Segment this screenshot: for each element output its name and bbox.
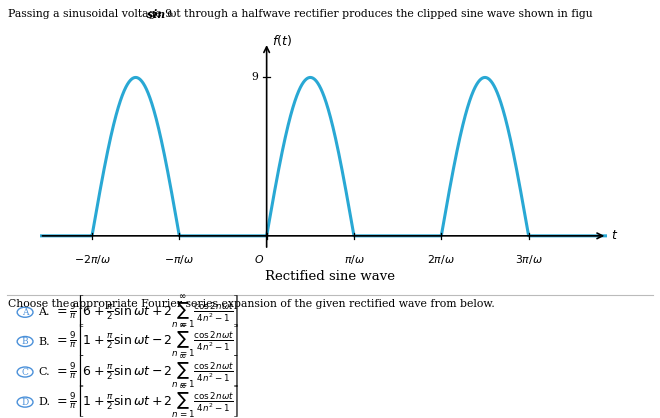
- Text: sin: sin: [147, 9, 164, 20]
- Text: $3\pi/\omega$: $3\pi/\omega$: [515, 252, 543, 265]
- Text: Rectified sine wave: Rectified sine wave: [265, 270, 395, 283]
- Text: $=\frac{9}{\pi}\left[6+\frac{\pi}{2}\sin\omega t+2\sum_{n=1}^{\infty}\frac{\cos : $=\frac{9}{\pi}\left[6+\frac{\pi}{2}\sin…: [54, 294, 239, 331]
- Text: B.: B.: [38, 336, 50, 347]
- Text: $-2\pi/\omega$: $-2\pi/\omega$: [73, 252, 110, 265]
- Text: $=\frac{9}{\pi}\left[1+\frac{\pi}{2}\sin\omega t-2\sum_{n=1}^{\infty}\frac{\cos : $=\frac{9}{\pi}\left[1+\frac{\pi}{2}\sin…: [54, 323, 239, 360]
- Text: $t$: $t$: [611, 229, 618, 242]
- Text: A: A: [22, 308, 28, 317]
- Text: A.: A.: [38, 307, 50, 317]
- Text: D.: D.: [38, 397, 50, 407]
- Text: $2\pi/\omega$: $2\pi/\omega$: [428, 252, 455, 265]
- Text: 9: 9: [251, 72, 258, 82]
- Text: D: D: [22, 398, 28, 407]
- Text: ωt through a halfwave rectifier produces the clipped sine wave shown in figu: ωt through a halfwave rectifier produces…: [164, 9, 593, 19]
- Text: $O$: $O$: [254, 252, 264, 265]
- Text: $\pi/\omega$: $\pi/\omega$: [344, 252, 364, 265]
- Text: $=\frac{9}{\pi}\left[1+\frac{\pi}{2}\sin\omega t+2\sum_{n=1}^{\infty}\frac{\cos : $=\frac{9}{\pi}\left[1+\frac{\pi}{2}\sin…: [54, 384, 239, 418]
- Text: C: C: [22, 367, 28, 377]
- Text: C.: C.: [38, 367, 50, 377]
- Text: Choose the appropriate Fourier series expansion of the given rectified wave from: Choose the appropriate Fourier series ex…: [8, 299, 495, 309]
- Text: $f(t)$: $f(t)$: [272, 33, 292, 48]
- Text: $-\pi/\omega$: $-\pi/\omega$: [164, 252, 194, 265]
- Text: Passing a sinusoidal voltage 9: Passing a sinusoidal voltage 9: [8, 9, 176, 19]
- Text: $=\frac{9}{\pi}\left[6+\frac{\pi}{2}\sin\omega t-2\sum_{n=1}^{\infty}\frac{\cos : $=\frac{9}{\pi}\left[6+\frac{\pi}{2}\sin…: [54, 354, 239, 390]
- Text: B: B: [22, 337, 28, 346]
